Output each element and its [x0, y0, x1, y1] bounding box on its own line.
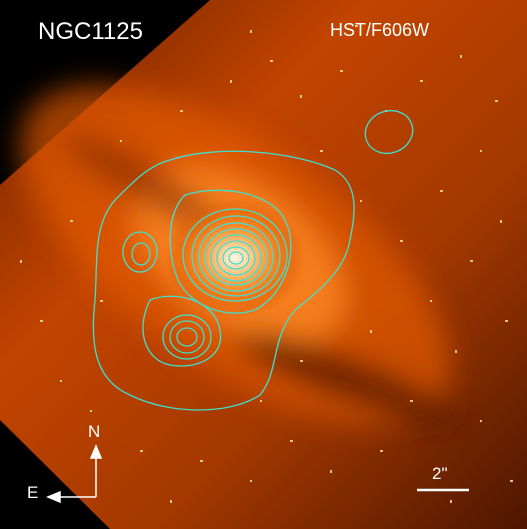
- scale-bar-label: 2": [432, 464, 448, 483]
- galaxy-core: [165, 198, 305, 318]
- isolated-contour: [364, 109, 414, 155]
- compass-east-label: E: [27, 483, 39, 502]
- instrument-filter-label: HST/F606W: [330, 20, 430, 40]
- background-specks: [20, 25, 513, 503]
- contour-overlay: [92, 109, 414, 411]
- compass-north-label: N: [88, 422, 101, 441]
- object-name-label: NGC1125: [38, 18, 143, 45]
- outer-contour: [92, 150, 355, 411]
- compass-arrows: [46, 444, 103, 504]
